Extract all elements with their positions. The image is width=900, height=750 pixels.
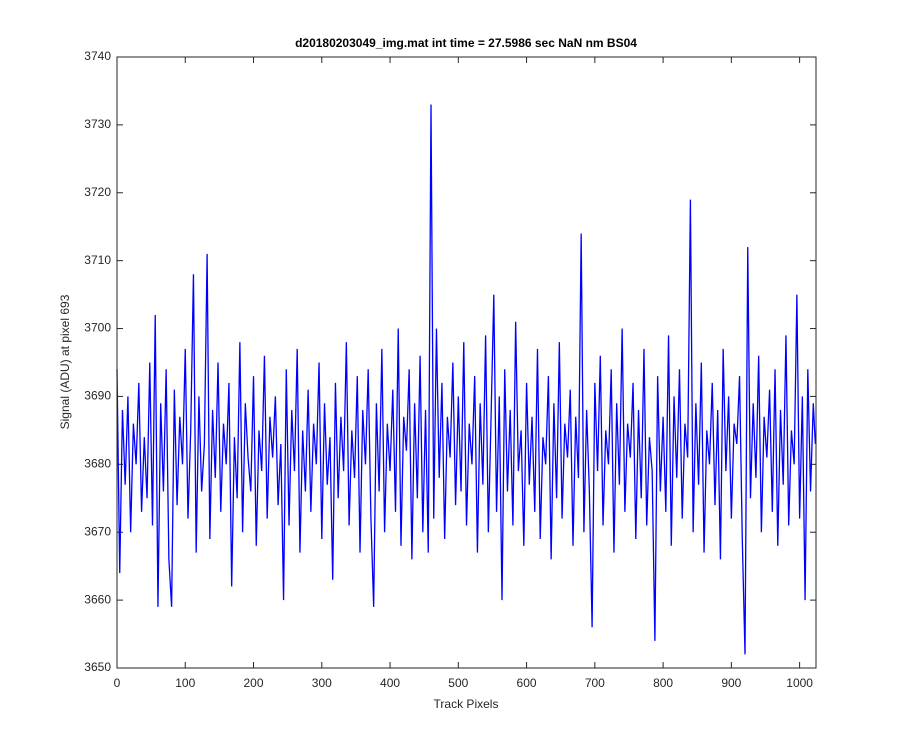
x-tick-label: 1000: [786, 676, 813, 690]
plot-frame: [116, 56, 817, 669]
y-axis-label: Signal (ADU) at pixel 693: [58, 294, 72, 429]
x-tick-label: 700: [585, 676, 605, 690]
y-tick-label: 3660: [84, 592, 111, 606]
x-tick-label: 500: [448, 676, 468, 690]
x-tick-label: 100: [175, 676, 195, 690]
chart-title: d20180203049_img.mat int time = 27.5986 …: [295, 36, 637, 50]
x-tick-label: 0: [114, 676, 121, 690]
y-tick-label: 3650: [84, 660, 111, 674]
y-tick-label: 3720: [84, 185, 111, 199]
x-axis-label: Track Pixels: [434, 697, 499, 711]
y-tick-label: 3670: [84, 524, 111, 538]
y-tick-label: 3680: [84, 457, 111, 471]
data-line: [116, 104, 816, 655]
x-tick-label: 400: [380, 676, 400, 690]
x-tick-label: 600: [517, 676, 537, 690]
x-tick-label: 200: [244, 676, 264, 690]
y-tick-label: 3730: [84, 117, 111, 131]
y-tick-label: 3690: [84, 389, 111, 403]
y-tick-label: 3740: [84, 49, 111, 63]
y-tick-label: 3700: [84, 321, 111, 335]
x-tick-label: 800: [653, 676, 673, 690]
x-tick-label: 900: [721, 676, 741, 690]
x-tick-label: 300: [312, 676, 332, 690]
y-tick-label: 3710: [84, 253, 111, 267]
